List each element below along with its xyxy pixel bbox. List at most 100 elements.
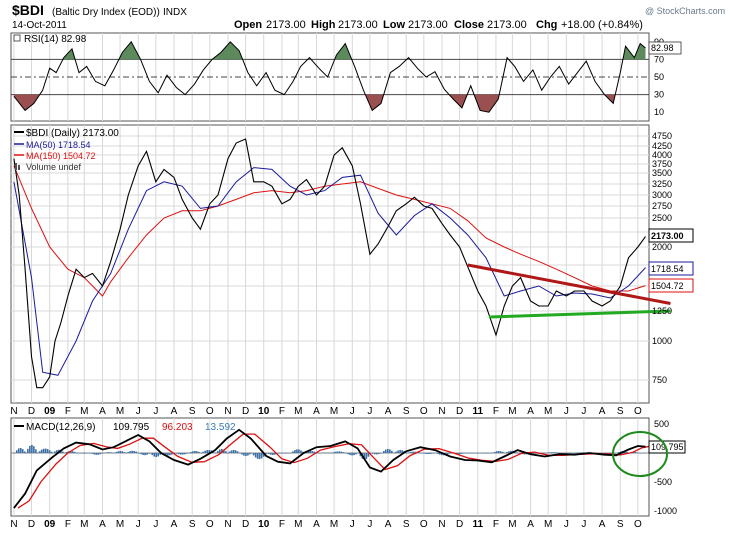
macd-histogram-bar xyxy=(36,453,39,454)
macd-histogram-bar xyxy=(104,452,107,454)
macd-histogram-bar xyxy=(169,453,171,456)
macd-histogram-bar xyxy=(217,450,219,453)
support-trendline xyxy=(488,309,671,319)
macd-histogram-bar xyxy=(401,450,403,453)
price-tick-label: 1000 xyxy=(652,336,672,346)
macd-histogram-bar xyxy=(458,453,460,455)
macd-histogram-bar xyxy=(510,450,512,453)
macd-histogram-bar xyxy=(56,450,58,453)
x-tick-label: J xyxy=(136,519,141,530)
x-tick-label: J xyxy=(581,519,586,530)
macd-histogram-bar xyxy=(208,449,211,453)
x-tick-label: D xyxy=(242,406,249,417)
price-tick-label: 4750 xyxy=(652,131,672,141)
macd-histogram-bar xyxy=(406,453,408,454)
low-label: Low xyxy=(383,19,405,31)
macd-histogram-bar xyxy=(501,451,504,453)
x-tick-label: M xyxy=(508,406,516,417)
x-tick-label: A xyxy=(99,519,106,530)
macd-histogram-bar xyxy=(554,452,557,453)
macd-histogram-bar xyxy=(63,453,66,454)
x-tick-label: S xyxy=(617,406,624,417)
macd-histogram-bar xyxy=(379,453,382,454)
x-tick-label: O xyxy=(420,519,428,530)
macd-histogram-bar xyxy=(82,453,84,454)
rsi-tick-label: 70 xyxy=(654,54,664,64)
chg-value: +18.00 (+0.84%) xyxy=(561,19,643,31)
rsi-plot xyxy=(13,40,646,113)
macd-histogram-bar xyxy=(428,453,430,455)
macd-histogram-bar xyxy=(637,453,640,454)
macd-histogram-bar xyxy=(408,452,410,453)
macd-histogram-bar xyxy=(436,453,439,454)
x-tick-label: S xyxy=(189,406,196,417)
x-tick-label: F xyxy=(493,406,499,417)
macd-histogram-bar xyxy=(300,450,302,453)
macd-histogram-bar xyxy=(180,453,182,455)
x-tick-label: A xyxy=(527,406,534,417)
macd-histogram-bar xyxy=(256,453,259,459)
macd-histogram-bar xyxy=(479,453,482,454)
macd-histogram-bar xyxy=(196,451,198,453)
chg-label: Chg xyxy=(536,19,557,31)
macd-histogram-bar xyxy=(468,453,471,454)
resistance-trendline xyxy=(467,263,671,305)
x-tick-label: A xyxy=(171,519,178,530)
macd-histogram-bar xyxy=(616,453,618,454)
x-tick-label: O xyxy=(206,406,214,417)
exchange-label: INDX xyxy=(163,7,187,18)
x-tick-label: S xyxy=(403,519,410,530)
macd-histogram-bar xyxy=(15,450,18,453)
macd-histogram-bar xyxy=(23,451,26,453)
macd-histogram-bar xyxy=(142,453,144,456)
x-tick-label: N xyxy=(224,406,231,417)
x-tick-label: A xyxy=(171,406,178,417)
price-tick-label: 3500 xyxy=(652,168,672,178)
macd-histogram-bar xyxy=(544,453,547,454)
macd-histogram-bar xyxy=(279,453,282,454)
x-tick-label: 11 xyxy=(472,406,483,417)
macd-histogram-bar xyxy=(373,453,376,455)
macd-histogram-bar xyxy=(353,453,355,456)
svg-text:1504.72: 1504.72 xyxy=(651,281,684,291)
macd-histogram-bar xyxy=(559,453,561,454)
macd-histogram-bar xyxy=(481,453,484,454)
price-legend-label: $BDI (Daily) 2173.00 xyxy=(26,128,119,139)
macd-histogram-bar xyxy=(176,453,178,454)
macd-histogram-bar xyxy=(567,453,569,454)
price-tick-label: 3250 xyxy=(652,179,672,189)
macd-histogram-bar xyxy=(422,453,424,454)
x-tick-label: D xyxy=(28,406,35,417)
macd-histogram-bar xyxy=(371,453,374,454)
macd-histogram-bar xyxy=(159,453,161,455)
x-tick-label: O xyxy=(206,519,214,530)
macd-histogram-bar xyxy=(247,453,249,456)
macd-histogram-bar xyxy=(367,453,370,457)
x-tick-label: 11 xyxy=(472,519,483,530)
rsi-legend-swatch xyxy=(13,34,21,42)
macd-histogram-bar xyxy=(137,452,139,454)
rsi-line xyxy=(13,40,646,113)
rsi-tick-label: 10 xyxy=(654,107,664,117)
price-tick-label: 3000 xyxy=(652,190,672,200)
macd-histogram-bar xyxy=(294,450,296,453)
x-tick-label: M xyxy=(544,406,552,417)
macd-histogram-bar xyxy=(17,448,20,453)
macd-histogram-bar xyxy=(108,452,111,453)
macd-histogram-bar xyxy=(336,451,339,453)
macd-histogram-bar xyxy=(144,453,146,456)
rsi-tick-label: 50 xyxy=(654,72,664,82)
macd-histogram-bar xyxy=(332,452,335,453)
macd-histogram-bar xyxy=(395,451,397,453)
macd-histogram-bar xyxy=(190,452,192,453)
macd-histogram-bar xyxy=(476,453,479,454)
macd-histogram-bar xyxy=(285,453,288,454)
macd-histogram-bar xyxy=(318,452,321,454)
macd-histogram-bar xyxy=(418,452,420,453)
macd-histogram-bar xyxy=(153,453,155,457)
macd-histogram-bar xyxy=(97,453,100,455)
macd-histogram-bar xyxy=(21,449,24,453)
macd-histogram-bar xyxy=(252,453,255,456)
macd-histogram-bar xyxy=(405,452,407,453)
macd-histogram-bar xyxy=(523,453,526,455)
